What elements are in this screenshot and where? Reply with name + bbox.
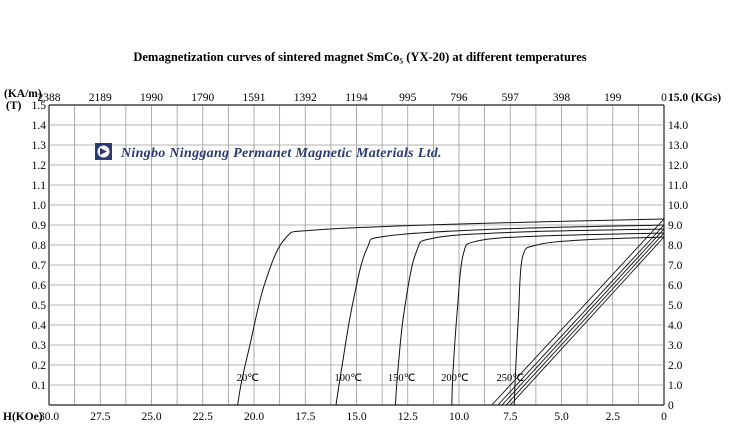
curves: 20℃ 100℃ 150℃ 200℃ 250℃ (237, 218, 665, 406)
y-tick-label-left: 1.4 (32, 120, 47, 132)
y-tick-label-right: 9.0 (668, 220, 683, 232)
series-b-line (509, 236, 665, 406)
series-label: 100℃ (335, 373, 363, 384)
x-tick-label-top: 398 (553, 92, 571, 104)
series-label: 20℃ (237, 373, 260, 384)
x-tick-label-top: 1194 (345, 92, 368, 104)
y-tick-label-left: 1.3 (32, 140, 47, 152)
company-logo-icon (95, 143, 112, 160)
y-tick-label-left: 0.7 (32, 260, 47, 272)
series-j-curve (451, 232, 665, 406)
y-tick-label-right: 12.0 (668, 160, 688, 172)
y-tick-label-left: 1.2 (32, 160, 47, 172)
x-tick-label-top: 1591 (243, 92, 266, 104)
y-tick-label-left: 0.9 (32, 220, 47, 232)
y-tick-label-left: 0.3 (32, 340, 47, 352)
y-tick-label-right: 14.0 (668, 120, 688, 132)
x-tick-label-top: 1392 (294, 92, 317, 104)
company-watermark: Ningbo Ninggang Permanet Magnetic Materi… (95, 143, 442, 161)
series-b-line (497, 224, 665, 406)
axis-label-left-units: (T) (6, 100, 22, 112)
y-tick-label-right: 0 (668, 400, 674, 412)
axis-label-right-units: 15.0 (KGs) (668, 92, 721, 104)
grid (48, 104, 665, 406)
y-tick-label-right: 8.0 (668, 240, 683, 252)
y-tick-label-right: 7.0 (668, 260, 683, 272)
x-tick-label-top: 2388 (38, 92, 61, 104)
axis-label-bottom: H(KOe) (3, 411, 43, 423)
y-tick-label-left: 1.1 (32, 180, 47, 192)
x-tick-label-bottom: 17.5 (295, 411, 315, 423)
x-tick-label-top: 0 (661, 92, 667, 104)
y-tick-label-right: 2.0 (668, 360, 683, 372)
series-j-curve (513, 236, 665, 406)
company-name: Ningbo Ninggang Permanet Magnetic Materi… (120, 146, 442, 161)
tick-labels: 30.0 27.5 25.0 22.5 20.0 17.5 15.0 12.5 10.0 7.5 5… (32, 92, 689, 423)
x-tick-label-bottom: 15.0 (346, 411, 366, 423)
y-tick-label-right: 11.0 (668, 180, 688, 192)
y-tick-label-left: 1.5 (32, 100, 47, 112)
series-j-curve (394, 228, 665, 406)
x-tick-label-top: 1990 (140, 92, 163, 104)
axis-label-top-units: (KA/m) (4, 88, 42, 100)
x-tick-label-bottom: 25.0 (141, 411, 161, 423)
x-tick-label-bottom: 0 (661, 411, 667, 423)
series-j-curve (237, 218, 665, 406)
series-label: 250℃ (496, 373, 524, 384)
x-tick-label-top: 796 (450, 92, 468, 104)
x-tick-label-top: 2189 (89, 92, 112, 104)
series-label: 150℃ (388, 373, 416, 384)
chart-title: Demagnetization curves of sintered magne… (133, 50, 586, 64)
y-tick-label-left: 1.0 (32, 200, 47, 212)
x-tick-label-bottom: 30.0 (39, 411, 59, 423)
series-b-line (501, 228, 665, 406)
y-tick-label-right: 1.0 (668, 380, 683, 392)
x-tick-label-bottom: 27.5 (90, 411, 110, 423)
y-tick-label-left: 0.8 (32, 240, 47, 252)
y-tick-label-right: 3.0 (668, 340, 683, 352)
x-tick-label-bottom: 2.5 (606, 411, 621, 423)
x-tick-label-bottom: 7.5 (503, 411, 518, 423)
series-j-curve (335, 224, 665, 406)
x-tick-label-bottom: 20.0 (244, 411, 264, 423)
y-tick-label-left: 0.2 (32, 360, 47, 372)
y-tick-label-left: 0.4 (32, 320, 47, 332)
x-tick-label-bottom: 12.5 (398, 411, 418, 423)
x-tick-label-top: 199 (604, 92, 622, 104)
y-tick-label-left: 0.6 (32, 280, 47, 292)
series-label: 200℃ (441, 373, 469, 384)
y-tick-label-right: 6.0 (668, 280, 683, 292)
series-b-line (505, 232, 665, 406)
y-tick-label-right: 4.0 (668, 320, 683, 332)
x-tick-label-bottom: 5.0 (554, 411, 569, 423)
x-tick-label-top: 1790 (191, 92, 214, 104)
x-tick-label-bottom: 10.0 (449, 411, 469, 423)
series-b-line (491, 218, 665, 406)
y-tick-label-right: 10.0 (668, 200, 688, 212)
y-tick-label-right: 5.0 (668, 300, 683, 312)
x-tick-label-top: 597 (502, 92, 520, 104)
y-tick-label-left: 0.1 (32, 380, 47, 392)
y-tick-label-right: 13.0 (668, 140, 688, 152)
y-tick-label-left: 0.5 (32, 300, 47, 312)
x-tick-label-bottom: 22.5 (193, 411, 213, 423)
x-tick-label-top: 995 (399, 92, 417, 104)
